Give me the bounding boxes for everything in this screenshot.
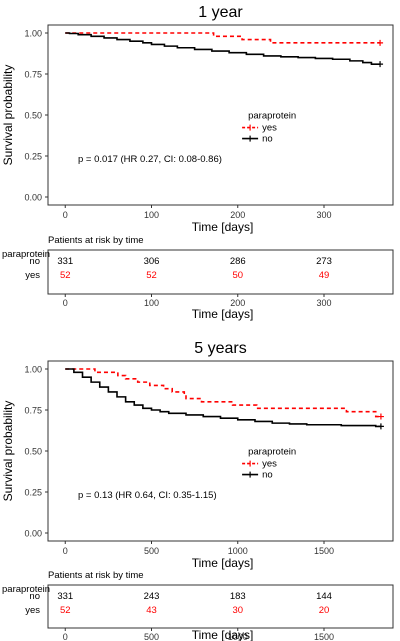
risk-value: 183 (230, 591, 246, 602)
y-tick-label: 0.50 (24, 447, 42, 457)
legend-title: paraprotein (248, 111, 296, 122)
risk-table-x-tick-label: 1500 (314, 632, 334, 641)
y-tick-label: 0.75 (24, 406, 42, 416)
legend-label-no: no (262, 134, 273, 145)
risk-table-x-tick-label: 0 (63, 298, 68, 308)
risk-value: 52 (146, 270, 157, 281)
risk-table-x-tick-label: 200 (230, 298, 245, 308)
series-line-yes (65, 368, 381, 418)
risk-value: 49 (319, 270, 330, 281)
risk-row-label-no: no (29, 591, 40, 602)
y-tick-label: 0.25 (24, 152, 42, 162)
risk-table-x-axis-label: Time [days] (192, 307, 254, 321)
risk-value: 52 (60, 270, 71, 281)
risk-value: 52 (60, 605, 71, 616)
x-tick-label: 0 (63, 546, 68, 556)
risk-value: 30 (232, 605, 243, 616)
x-tick-label: 0 (63, 210, 68, 220)
y-tick-label: 0.75 (24, 70, 42, 80)
risk-table-group-label: paraprotein (2, 249, 50, 260)
series-line-no (65, 32, 381, 65)
x-tick-label: 200 (230, 210, 245, 220)
chart-title: 5 years (194, 340, 246, 357)
x-axis-label: Time [days] (192, 220, 254, 234)
x-tick-label: 100 (144, 210, 159, 220)
y-tick-label: 1.00 (24, 29, 42, 39)
risk-table-x-tick-label: 1000 (228, 632, 248, 641)
risk-row-label-yes: yes (25, 270, 40, 281)
risk-table-x-tick-label: 0 (63, 632, 68, 641)
p-value-annotation: p = 0.13 (HR 0.64, CI: 0.35-1.15) (78, 490, 217, 501)
y-tick-label: 0.25 (24, 488, 42, 498)
chart-title: 1 year (198, 4, 243, 21)
risk-value: 331 (57, 256, 73, 267)
y-tick-label: 0.50 (24, 111, 42, 121)
risk-row-label-no: no (29, 256, 40, 267)
risk-table-x-tick-label: 500 (144, 632, 159, 641)
y-tick-label: 1.00 (24, 365, 42, 375)
risk-row-label-yes: yes (25, 605, 40, 616)
plot-frame (47, 360, 394, 542)
risk-value: 144 (316, 591, 332, 602)
series-line-no (65, 368, 381, 428)
risk-table-title: Patients at risk by time (48, 235, 144, 246)
risk-table-x-axis-label: Time [days] (192, 628, 254, 641)
risk-value: 273 (316, 256, 332, 267)
x-tick-label: 300 (316, 210, 331, 220)
y-tick-label: 0.00 (24, 529, 42, 539)
legend-label-yes: yes (262, 123, 277, 134)
legend-label-no: no (262, 470, 273, 481)
chart-panel-2: 5 years Survival probability 0.00 0.25 0.50 0… (1, 340, 394, 641)
censor-mark (377, 413, 384, 420)
legend-label-yes: yes (262, 459, 277, 470)
y-tick-label: 0.00 (24, 193, 42, 203)
chart-panel-1: 1 year Survival probability 0.00 0.25 0.50 0.… (1, 4, 394, 321)
x-axis-label: Time [days] (192, 556, 254, 570)
x-tick-label: 1500 (314, 546, 334, 556)
censor-mark (377, 61, 384, 68)
risk-value: 50 (232, 270, 243, 281)
y-axis-label: Survival probability (1, 65, 15, 166)
y-axis-label: Survival probability (1, 401, 15, 502)
censor-mark (377, 39, 384, 46)
risk-table-frame (47, 584, 394, 629)
series-line-yes (65, 32, 381, 44)
risk-value: 43 (146, 605, 157, 616)
p-value-annotation: p = 0.017 (HR 0.27, CI: 0.08-0.86) (78, 154, 222, 165)
risk-table-x-tick-label: 100 (144, 298, 159, 308)
risk-value: 20 (319, 605, 330, 616)
legend-title: paraprotein (248, 447, 296, 458)
censor-mark (377, 423, 384, 430)
risk-value: 306 (144, 256, 160, 267)
plot-frame (47, 24, 394, 206)
risk-table-frame (47, 249, 394, 295)
risk-table-group-label: paraprotein (2, 584, 50, 595)
risk-value: 286 (230, 256, 246, 267)
x-tick-label: 500 (144, 546, 159, 556)
risk-table-title: Patients at risk by time (48, 570, 144, 581)
x-tick-label: 1000 (228, 546, 248, 556)
risk-table-x-tick-label: 300 (316, 298, 331, 308)
risk-value: 243 (144, 591, 160, 602)
risk-value: 331 (57, 591, 73, 602)
